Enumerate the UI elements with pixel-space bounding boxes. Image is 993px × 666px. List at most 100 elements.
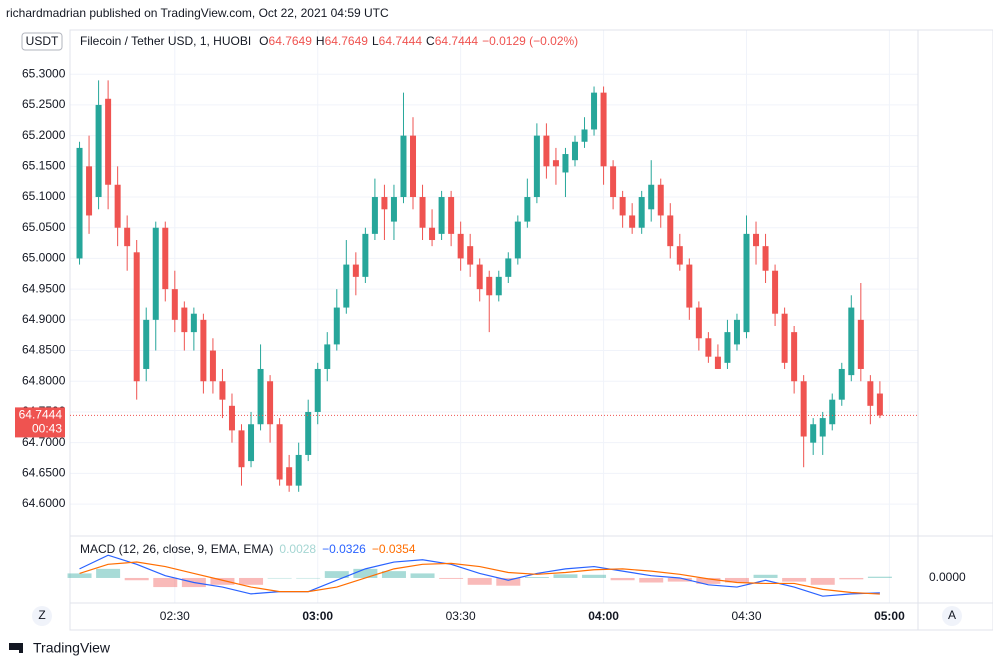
candle-body (695, 307, 702, 339)
candle-body (476, 264, 483, 290)
candle-body (257, 368, 264, 425)
candle-body (571, 141, 578, 161)
candle-body (314, 368, 321, 412)
candle-body (238, 430, 245, 468)
candle-body (190, 313, 197, 333)
candle-body (705, 338, 712, 357)
macd-legend-value: −0.0326 (322, 542, 366, 556)
candle-body (352, 264, 359, 277)
candle-body (562, 154, 569, 173)
macd-histogram-bar (696, 577, 721, 584)
legend-text: O (259, 34, 268, 48)
candle-body (486, 276, 493, 296)
macd-legend-value: 0.0028 (279, 542, 316, 556)
macd-histogram-bar (610, 577, 635, 581)
candle-body (457, 233, 464, 259)
macd-histogram-bar (782, 577, 807, 582)
y-tick-label: 65.0000 (22, 251, 66, 265)
candle-body (305, 411, 312, 455)
y-tick-label: 64.6000 (22, 496, 66, 510)
candle-body (610, 166, 617, 198)
macd-histogram-bar (439, 577, 464, 579)
y-tick-label: 65.1000 (22, 189, 66, 203)
candle-body (791, 332, 798, 382)
candle-body (743, 233, 750, 333)
macd-histogram-bar (839, 577, 864, 580)
candle-body (514, 221, 521, 259)
candle-body (324, 344, 331, 369)
candle-body (657, 184, 664, 216)
button-z-text: Z (38, 608, 45, 622)
macd-histogram-bar (381, 571, 406, 578)
candle-body (248, 424, 255, 462)
candle-body (772, 270, 779, 314)
candle-body (209, 350, 216, 382)
candle-body (276, 424, 283, 480)
macd-histogram-bar (239, 577, 264, 585)
candle-body (552, 160, 559, 167)
x-tick-label: 03:30 (446, 609, 476, 623)
y-tick-label: 64.9500 (22, 281, 66, 295)
candle-body (714, 356, 721, 369)
candle-body (533, 135, 540, 198)
candle-body (686, 264, 693, 308)
macd-line (79, 554, 880, 597)
candle-body (781, 313, 788, 363)
candle-body (362, 233, 369, 277)
macd-histogram-bar (210, 577, 235, 585)
button-a[interactable] (942, 606, 962, 626)
candle-body (381, 197, 388, 210)
y-tick-label: 65.3000 (22, 66, 66, 80)
grid (70, 30, 918, 603)
candle-body (105, 98, 112, 185)
candle-body (286, 467, 293, 486)
x-tick-label: 05:00 (874, 609, 905, 623)
legend-text: C (426, 34, 435, 48)
x-tick-label: 04:30 (731, 609, 761, 623)
frame (69, 29, 993, 631)
button-z[interactable] (32, 606, 52, 626)
candle-body (724, 332, 731, 363)
y-tick-label: 65.2000 (22, 128, 66, 142)
candle-body (876, 393, 883, 416)
macd-histogram-bar (724, 577, 749, 583)
candle-body (86, 166, 93, 216)
y-tick-label: 64.6500 (22, 466, 66, 480)
candle-body (676, 246, 683, 265)
candle-body (629, 215, 636, 228)
candle-body (410, 135, 417, 198)
currency-badge[interactable] (21, 32, 63, 51)
candle-body (76, 147, 83, 259)
candle-body (295, 454, 302, 486)
macd-histogram-bar (67, 573, 92, 578)
candle-body (343, 264, 350, 308)
candle-body (143, 319, 150, 369)
candle-body (753, 233, 760, 247)
candle-body (810, 424, 817, 443)
candle-body (171, 289, 178, 320)
macd-tick-label: 0.0000 (929, 570, 966, 584)
candle-body (133, 252, 140, 382)
candle-body (829, 399, 836, 425)
macd-legend-value: −0.0354 (372, 542, 416, 556)
candle-body (438, 197, 445, 234)
candle-body (467, 246, 474, 265)
candle-body (495, 276, 502, 296)
candle-body (648, 184, 655, 210)
candle-body (867, 381, 874, 406)
macd-histogram-bar (96, 568, 121, 578)
candle-body (524, 197, 531, 222)
candle-body (181, 307, 188, 333)
macd-histogram-bar (353, 568, 378, 578)
macd-histogram-bar (753, 574, 778, 578)
tv-logo (9, 643, 23, 653)
macd-histogram-bar (153, 577, 178, 588)
candle-body (95, 104, 102, 198)
macd-histogram-bar (410, 573, 435, 578)
macd-histogram-bar (467, 577, 492, 585)
candle-body (505, 258, 512, 277)
macd-histogram-bar (867, 576, 892, 578)
x-tick-label: 04:00 (588, 609, 619, 623)
macd-line (79, 561, 880, 595)
